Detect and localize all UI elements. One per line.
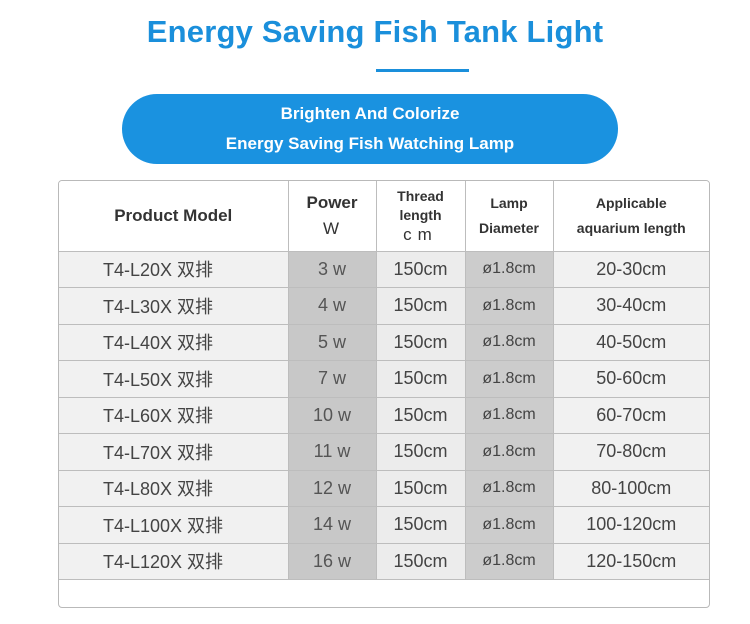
cell-model: T4-L120X 双排 — [59, 542, 289, 580]
cell-lamp-diameter: ø1.8cm — [464, 542, 554, 580]
table-row: T4-L70X 双排 11 w 150cm ø1.8cm 70-80cm — [59, 433, 709, 471]
header-thread-line2: length — [399, 207, 442, 224]
cell-power: 5 w — [287, 323, 377, 361]
table-row: T4-L60X 双排 10 w 150cm ø1.8cm 60-70cm — [59, 396, 709, 434]
header-aquarium-line2: aquarium length — [576, 219, 686, 236]
cell-model: T4-L30X 双排 — [59, 287, 289, 325]
spec-table: Product Model Power W Thread length cm L… — [59, 181, 709, 580]
cell-model: T4-L60X 双排 — [59, 396, 289, 434]
cell-thread-length: 150cm — [375, 396, 466, 434]
header-lamp-diameter: Lamp Diameter — [464, 181, 554, 252]
cell-thread-length: 150cm — [375, 360, 466, 398]
cell-aquarium-length: 80-100cm — [552, 469, 709, 507]
table-row: T4-L40X 双排 5 w 150cm ø1.8cm 40-50cm — [59, 323, 709, 361]
cell-model: T4-L100X 双排 — [59, 506, 289, 544]
cell-lamp-diameter: ø1.8cm — [464, 323, 554, 361]
table-row: T4-L20X 双排 3 w 150cm ø1.8cm 20-30cm — [59, 251, 709, 288]
header-power-label: Power — [306, 192, 358, 212]
header-thread-line1: Thread — [397, 188, 444, 205]
table-row: T4-L30X 双排 4 w 150cm ø1.8cm 30-40cm — [59, 287, 709, 325]
banner-line-2: Energy Saving Fish Watching Lamp — [225, 134, 515, 153]
cell-model: T4-L40X 双排 — [59, 323, 289, 361]
banner-line-1: Brighten And Colorize — [280, 104, 460, 123]
cell-model: T4-L80X 双排 — [59, 469, 289, 507]
table-header-row: Product Model Power W Thread length cm L… — [59, 181, 709, 252]
header-aquarium-length: Applicable aquarium length — [552, 181, 709, 252]
header-aquarium-line1: Applicable — [595, 194, 667, 211]
cell-model: T4-L20X 双排 — [59, 251, 289, 288]
cell-lamp-diameter: ø1.8cm — [464, 360, 554, 398]
cell-thread-length: 150cm — [375, 542, 466, 580]
cell-aquarium-length: 120-150cm — [552, 542, 709, 580]
cell-power: 11 w — [287, 433, 377, 471]
cell-thread-length: 150cm — [375, 469, 466, 507]
table-row: T4-L100X 双排 14 w 150cm ø1.8cm 100-120cm — [59, 506, 709, 544]
cell-lamp-diameter: ø1.8cm — [464, 506, 554, 544]
header-product-model: Product Model — [59, 181, 289, 252]
header-diameter-line1: Lamp — [490, 194, 528, 211]
cell-thread-length: 150cm — [375, 506, 466, 544]
table-row: T4-L80X 双排 12 w 150cm ø1.8cm 80-100cm — [59, 469, 709, 507]
cell-lamp-diameter: ø1.8cm — [464, 433, 554, 471]
cell-lamp-diameter: ø1.8cm — [464, 251, 554, 288]
header-power-unit: W — [322, 218, 342, 238]
cell-lamp-diameter: ø1.8cm — [464, 396, 554, 434]
cell-model: T4-L50X 双排 — [59, 360, 289, 398]
cell-thread-length: 150cm — [375, 433, 466, 471]
cell-power: 14 w — [287, 506, 377, 544]
cell-power: 12 w — [287, 469, 377, 507]
cell-power: 16 w — [287, 542, 377, 580]
cell-thread-length: 150cm — [375, 251, 466, 288]
title-underline — [376, 69, 469, 72]
header-power: Power W — [287, 181, 377, 252]
cell-model: T4-L70X 双排 — [59, 433, 289, 471]
cell-power: 7 w — [287, 360, 377, 398]
cell-thread-length: 150cm — [375, 287, 466, 325]
header-thread-length: Thread length cm — [375, 181, 466, 252]
subtitle-banner: Brighten And Colorize Energy Saving Fish… — [122, 94, 618, 164]
cell-aquarium-length: 100-120cm — [552, 506, 709, 544]
cell-thread-length: 150cm — [375, 323, 466, 361]
header-diameter-line2: Diameter — [479, 219, 539, 236]
cell-power: 4 w — [287, 287, 377, 325]
table-row: T4-L50X 双排 7 w 150cm ø1.8cm 50-60cm — [59, 360, 709, 398]
cell-power: 3 w — [287, 251, 377, 288]
cell-aquarium-length: 70-80cm — [552, 433, 709, 471]
cell-lamp-diameter: ø1.8cm — [464, 469, 554, 507]
cell-aquarium-length: 40-50cm — [552, 323, 709, 361]
cell-lamp-diameter: ø1.8cm — [464, 287, 554, 325]
cell-aquarium-length: 30-40cm — [552, 287, 709, 325]
cell-aquarium-length: 60-70cm — [552, 396, 709, 434]
header-thread-unit: cm — [403, 225, 438, 245]
cell-aquarium-length: 50-60cm — [552, 360, 709, 398]
spec-table-frame: Product Model Power W Thread length cm L… — [58, 180, 710, 608]
table-row: T4-L120X 双排 16 w 150cm ø1.8cm 120-150cm — [59, 542, 709, 580]
cell-aquarium-length: 20-30cm — [552, 251, 709, 288]
cell-power: 10 w — [287, 396, 377, 434]
page-title: Energy Saving Fish Tank Light — [146, 14, 604, 49]
